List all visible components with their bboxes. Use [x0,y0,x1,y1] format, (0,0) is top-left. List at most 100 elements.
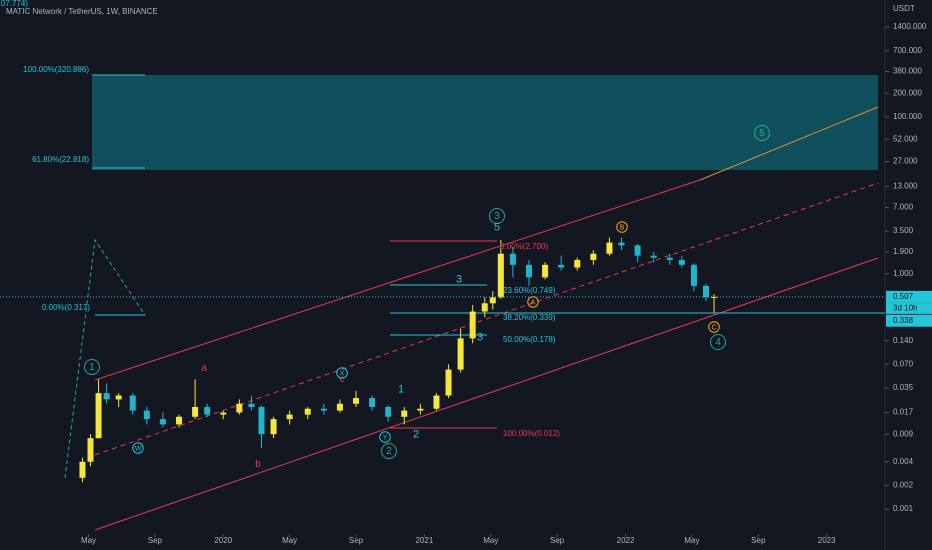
candle-body [286,414,293,420]
candle-body [336,403,343,411]
projection [64,238,146,479]
candle-body [103,393,110,400]
y-tick-label: 0.070 [893,359,914,368]
y-unit: USDT [893,4,915,13]
wave-label: B [620,224,625,231]
candle-body [220,412,227,415]
fib-label: 38.20%(0.339) [503,313,556,322]
candle-body [542,264,549,278]
y-tick-label: 27.000 [893,157,918,166]
x-tick-label: 2021 [415,536,433,545]
y-tick-label: 7.000 [893,203,914,212]
y-tick-label: 0.035 [893,383,914,392]
candle-body [95,393,102,439]
price-badge [886,290,932,303]
candle-body [159,419,166,425]
y-tick-label: 0.009 [893,429,914,438]
wave-circle [527,296,539,308]
candle-body [248,403,255,407]
candle-body [445,369,452,396]
x-tick-label: Sep [349,536,364,545]
y-tick-label: 700.000 [893,46,922,55]
candle-body [270,419,277,435]
fib-label: 0.00%(2.700) [500,242,548,251]
candle-body [115,395,122,400]
wave-label: 2 [413,428,419,440]
fib-label: 50.00%(0.178) [503,335,556,344]
y-tick-label: 0.004 [893,457,914,466]
channel-middle [94,182,879,456]
fib-zone [92,75,878,170]
y-tick-label: 380.000 [893,67,922,76]
candle-body [385,406,392,417]
x-tick-label: May [81,536,96,545]
candle-body [634,245,641,256]
x-tick-label: 2020 [214,536,232,545]
wave-label: 3 [456,273,462,285]
chart-title: MATIC Network / TetherUS, 1W, BINANCE [6,7,158,16]
x-tick-label: May [684,536,699,545]
countdown-badge [886,302,932,314]
y-tick-label: 0.017 [893,408,914,417]
y-tick-label: 13.000 [893,182,918,191]
y-tick-label: 100.000 [893,112,922,121]
fib-label: 23.60%(0.749) [503,286,556,295]
candle-body [204,406,211,415]
channel-upper [94,179,701,381]
candle-body [678,259,685,265]
candle-body [143,410,150,420]
candle-body [320,408,327,411]
candle-body [574,259,581,268]
y-tick-label: 0.002 [893,481,914,490]
y-tick-label: 1.000 [893,269,914,278]
wave-label: c [340,374,345,385]
candle-body [457,338,464,370]
x-tick-label: Sep [550,536,565,545]
wave-circle [708,321,720,333]
candle-body [469,311,476,339]
candle-body [497,253,504,298]
candle-body [236,403,243,413]
fib-label: 100.00%(0.012) [503,429,560,438]
y-tick-label: 1.900 [893,247,914,256]
x-tick-label: May [483,536,498,545]
candle-body [702,285,709,298]
y-tick-label: 200.000 [893,88,922,97]
candle-body [618,242,625,246]
candle-body [353,398,360,404]
wave-label: 5 [494,221,500,233]
candle-body [369,398,376,407]
candle-body [525,264,532,278]
wave-label: 5 [759,128,765,139]
wave-circle [132,442,144,454]
fib-label: 61.80%(22.818) [32,155,89,164]
wave-label: 1 [398,383,404,395]
wave-label: C [711,324,716,331]
candle-body [87,438,94,462]
countdown-label: 3d 10h [893,304,917,313]
wave-label: X [340,370,345,377]
wave-label: A [531,299,536,306]
candle-body [176,416,183,425]
wave-circle [710,334,726,350]
price-badge-label: 0.338 [893,316,914,325]
candle-body [666,257,673,260]
wave-circle [379,431,391,443]
channel-lower [94,257,879,531]
price-badge [886,314,932,327]
wave-circle [489,208,505,224]
x-tick-label: 2023 [818,536,836,545]
fib-label: 0.00%(0.317) [42,303,90,312]
y-tick-label: 3.500 [893,226,914,235]
candle-body [433,395,440,409]
wave-label: b [255,459,261,470]
wave-circle [616,221,628,233]
wave-label: W [135,445,142,452]
wave-circle [754,125,770,141]
candle-body [489,297,496,304]
wave-label: 3 [477,331,483,343]
wave-label: 3 [494,211,500,222]
fib-label: 127.20%(2107.774) [0,0,28,8]
candle-body [650,255,657,258]
